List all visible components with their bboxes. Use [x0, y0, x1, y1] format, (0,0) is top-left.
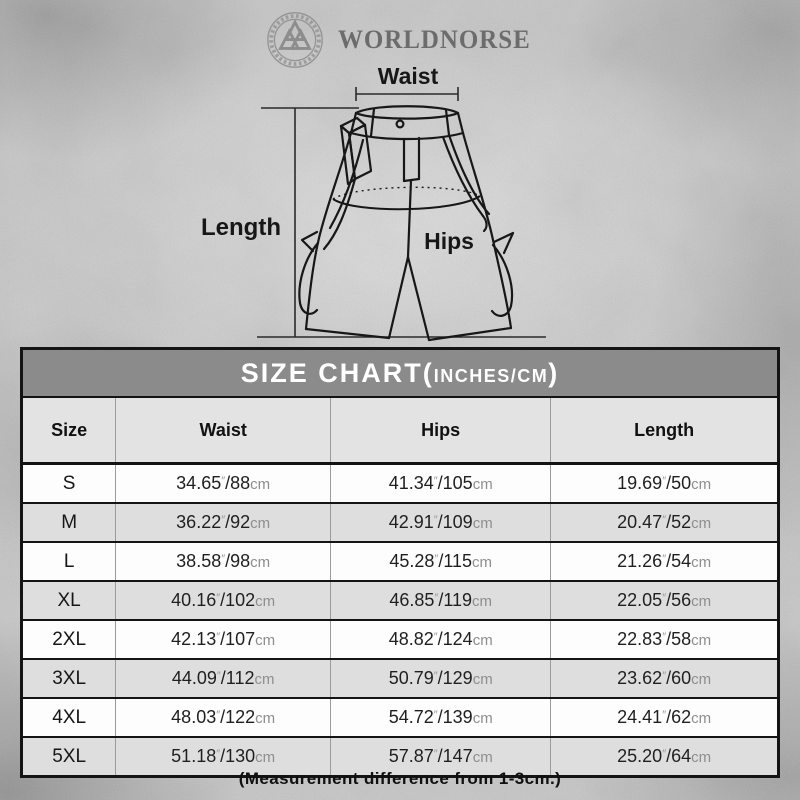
waist-cell: 48.03″/122cm [115, 697, 331, 737]
size-chart: SIZE CHART(INCHES/CM) Size Waist Hips Le… [20, 347, 780, 778]
waist-cell: 34.65″/88cm [115, 462, 331, 503]
waist-cell: 36.22″/92cm [115, 502, 331, 542]
footnote: (Measurement difference from 1-3cm.) [238, 769, 562, 788]
hips-cell: 45.28″/115cm [330, 541, 551, 581]
length-cell: 24.41″/62cm [550, 697, 777, 737]
length-cell: 20.47″/52cm [550, 502, 777, 542]
hips-cell: 41.34″/105cm [330, 462, 551, 503]
column-header-hips: Hips [330, 398, 551, 465]
length-cell: 22.05″/56cm [550, 580, 777, 620]
waist-cell: 38.58″/98cm [115, 541, 331, 581]
size-cell: 2XL [23, 619, 116, 659]
waist-cell: 40.16″/102cm [115, 580, 331, 620]
size-cell: XL [23, 580, 116, 620]
table-row: S 34.65″/88cm 41.34″/105cm 19.69″/50cm [23, 462, 777, 503]
size-chart-title: SIZE CHART(INCHES/CM) [23, 350, 777, 398]
table-row: L 38.58″/98cm 45.28″/115cm 21.26″/54cm [23, 541, 777, 581]
size-chart-title-main: SIZE CHART( [240, 358, 434, 388]
header-row: Size Waist Hips Length [23, 398, 777, 465]
table-row: XL 40.16″/102cm 46.85″/119cm 22.05″/56cm [23, 580, 777, 620]
table-row: 3XL 44.09″/112cm 50.79″/129cm 23.62″/60cm [23, 658, 777, 698]
size-cell: L [23, 541, 116, 581]
length-label: Length [201, 214, 281, 241]
length-cell: 23.62″/60cm [550, 658, 777, 698]
column-header-size: Size [23, 398, 116, 465]
size-cell: M [23, 502, 116, 542]
hips-cell: 46.85″/119cm [330, 580, 551, 620]
shorts-diagram: Waist Length Hips [201, 63, 546, 342]
hips-label: Hips [424, 228, 474, 254]
hips-cell: 50.79″/129cm [330, 658, 551, 698]
length-cell: 22.83″/58cm [550, 619, 777, 659]
size-table-body: S 34.65″/88cm 41.34″/105cm 19.69″/50cm M 36.2… [23, 462, 777, 775]
hips-cell: 42.91″/109cm [330, 502, 551, 542]
hips-cell: 54.72″/139cm [330, 697, 551, 737]
column-header-length: Length [550, 398, 777, 465]
table-row: M 36.22″/92cm 42.91″/109cm 20.47″/52cm [23, 502, 777, 542]
waist-measure-line [355, 87, 459, 101]
size-cell: 4XL [23, 697, 116, 737]
waist-cell: 44.09″/112cm [115, 658, 331, 698]
length-cell: 19.69″/50cm [550, 462, 777, 503]
waist-label: Waist [378, 63, 439, 89]
size-cell: 3XL [23, 658, 116, 698]
column-header-waist: Waist [115, 398, 331, 465]
size-chart-title-close: ) [548, 358, 560, 388]
hips-ellipse [332, 186, 481, 211]
table-row: 2XL 42.13″/107cm 48.82″/124cm 22.83″/58cm [23, 619, 777, 659]
size-cell: S [23, 462, 116, 503]
table-row: 4XL 48.03″/122cm 54.72″/139cm 24.41″/62cm [23, 697, 777, 737]
size-chart-title-units: INCHES/CM [433, 366, 549, 386]
shorts-outline [298, 105, 515, 342]
size-table: Size Waist Hips Length S 34.65″/88cm 41.34… [23, 398, 777, 775]
hips-cell: 48.82″/124cm [330, 619, 551, 659]
length-cell: 21.26″/54cm [550, 541, 777, 581]
waist-cell: 42.13″/107cm [115, 619, 331, 659]
